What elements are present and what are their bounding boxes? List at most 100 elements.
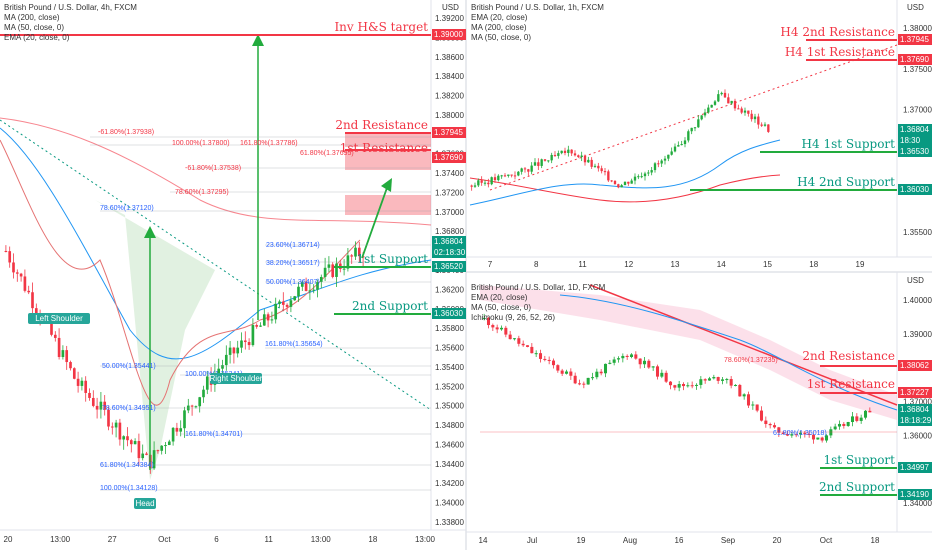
- bottom-right-current-tag: [898, 404, 932, 415]
- candle-body: [634, 354, 638, 359]
- top-right-x-tick: 8: [534, 260, 539, 269]
- bottom-right-level-label: 2nd Support: [819, 480, 895, 494]
- candle-body: [312, 289, 316, 291]
- candle-body: [647, 172, 650, 174]
- bottom-right-y-tick: 1.39000: [903, 330, 932, 339]
- bottom-right-chart: [480, 284, 898, 496]
- candle-body: [608, 362, 612, 364]
- candle-body: [538, 353, 543, 359]
- top-right-x-tick: 11: [578, 260, 587, 269]
- candle-body: [725, 379, 729, 381]
- left-legend-item: MA (50, close, 0): [4, 23, 64, 32]
- candle-body: [668, 381, 673, 386]
- ichimoku-cloud: [480, 285, 897, 420]
- left-y-tick: 1.34200: [435, 479, 464, 488]
- top-right-price-tag: [898, 146, 932, 157]
- candle-body: [690, 127, 693, 132]
- left-current-tag-text: 1.36804: [434, 237, 463, 246]
- candle-body: [681, 384, 686, 387]
- candle-body: [520, 168, 523, 172]
- top-right-price-tag-text: 1.36530: [900, 147, 929, 156]
- candle-body: [533, 162, 537, 166]
- candle-body: [642, 360, 647, 365]
- neckline: [0, 119, 432, 411]
- bottom-right-x-tick: 19: [577, 536, 586, 545]
- candle-body: [599, 371, 603, 374]
- top-right-level-label: H4 2nd Resistance: [780, 25, 895, 39]
- left-y-tick: 1.39200: [435, 14, 464, 23]
- candle-body: [243, 340, 247, 343]
- top-right-legend-item: MA (200, close): [471, 23, 527, 32]
- candle-body: [262, 314, 266, 326]
- candle-body: [683, 140, 687, 145]
- bottom-right-price-tag-text: 1.38062: [900, 361, 929, 370]
- candle-body: [553, 154, 557, 156]
- candle-body: [690, 385, 694, 387]
- top-right-legend-item: MA (50, close, 0): [471, 33, 531, 42]
- candle-body: [508, 334, 512, 340]
- candle-body: [660, 160, 663, 164]
- bottom-right-price-tag: [898, 360, 932, 371]
- candle-body: [495, 327, 499, 330]
- top-right-candles: [470, 89, 770, 191]
- candle-body: [712, 377, 716, 379]
- left-level-label: 2nd Support: [352, 299, 428, 313]
- candle-body: [114, 422, 118, 428]
- br-ma-50: [559, 294, 898, 411]
- left-legend-item: EMA (20, close, 0): [4, 33, 70, 42]
- left-y-tick: 1.35800: [435, 324, 464, 333]
- left-fib-label: 61.80%(1.34384): [100, 462, 154, 469]
- candle-body: [603, 171, 607, 173]
- candle-body: [600, 168, 603, 172]
- left-x-tick: 18: [368, 535, 377, 544]
- candle-body: [525, 345, 530, 347]
- bottom-right-level-label: 1st Support: [823, 453, 895, 467]
- pattern-shade: [95, 200, 215, 480]
- candle-body: [266, 314, 270, 321]
- bottom-right-legend-item: British Pound / U.S. Dollar, 1D, FXCM: [471, 283, 606, 292]
- left-x-tick: 13:00: [415, 535, 436, 544]
- left-x-tick: 27: [108, 535, 117, 544]
- candle-body: [582, 383, 586, 385]
- candle-body: [768, 424, 772, 426]
- candle-body: [510, 174, 513, 176]
- top-right-x-tick: 7: [488, 260, 493, 269]
- candle-body: [651, 366, 655, 368]
- candle-body: [543, 358, 547, 360]
- candle-body: [710, 104, 713, 108]
- candle-body: [175, 427, 179, 432]
- bottom-right-legend-item: EMA (20, close): [471, 293, 528, 302]
- bottom-right-legend-item: MA (50, close, 0): [471, 303, 531, 312]
- candle-body: [15, 272, 19, 274]
- candle-body: [308, 290, 312, 292]
- left-price-tag: [432, 308, 466, 319]
- bottom-right-candles: [482, 313, 872, 444]
- candle-body: [88, 392, 91, 398]
- bottom-right-price-tag-text: 1.37227: [900, 388, 929, 397]
- candle-body: [259, 325, 262, 327]
- bottom-right-currency: USD: [907, 276, 924, 285]
- candle-body: [697, 119, 700, 128]
- candle-body: [790, 434, 794, 436]
- candle-body: [607, 171, 610, 181]
- candle-body: [753, 116, 757, 120]
- candle-body: [617, 184, 620, 188]
- candle-body: [31, 292, 34, 309]
- left-y-tick: 1.36200: [435, 285, 464, 294]
- top-right-legend-item: British Pound / U.S. Dollar, 1h, FXCM: [471, 3, 604, 12]
- candle-body: [297, 286, 300, 297]
- top-right-legend: British Pound / U.S. Dollar, 1h, FXCMEMA…: [471, 3, 604, 42]
- left-y-tick: 1.34400: [435, 460, 464, 469]
- tr-ma-200: [469, 174, 781, 203]
- projection-arrow: [361, 184, 389, 259]
- candle-body: [694, 384, 699, 386]
- top-right-current-tag-text: 1.36804: [900, 125, 929, 134]
- candle-body: [625, 355, 629, 357]
- top-right-x-tick: 18: [809, 260, 818, 269]
- top-right-currency: USD: [907, 3, 924, 12]
- candle-body: [677, 384, 681, 388]
- candle-body: [640, 176, 643, 178]
- candle-body: [794, 434, 798, 436]
- candle-body: [811, 434, 816, 440]
